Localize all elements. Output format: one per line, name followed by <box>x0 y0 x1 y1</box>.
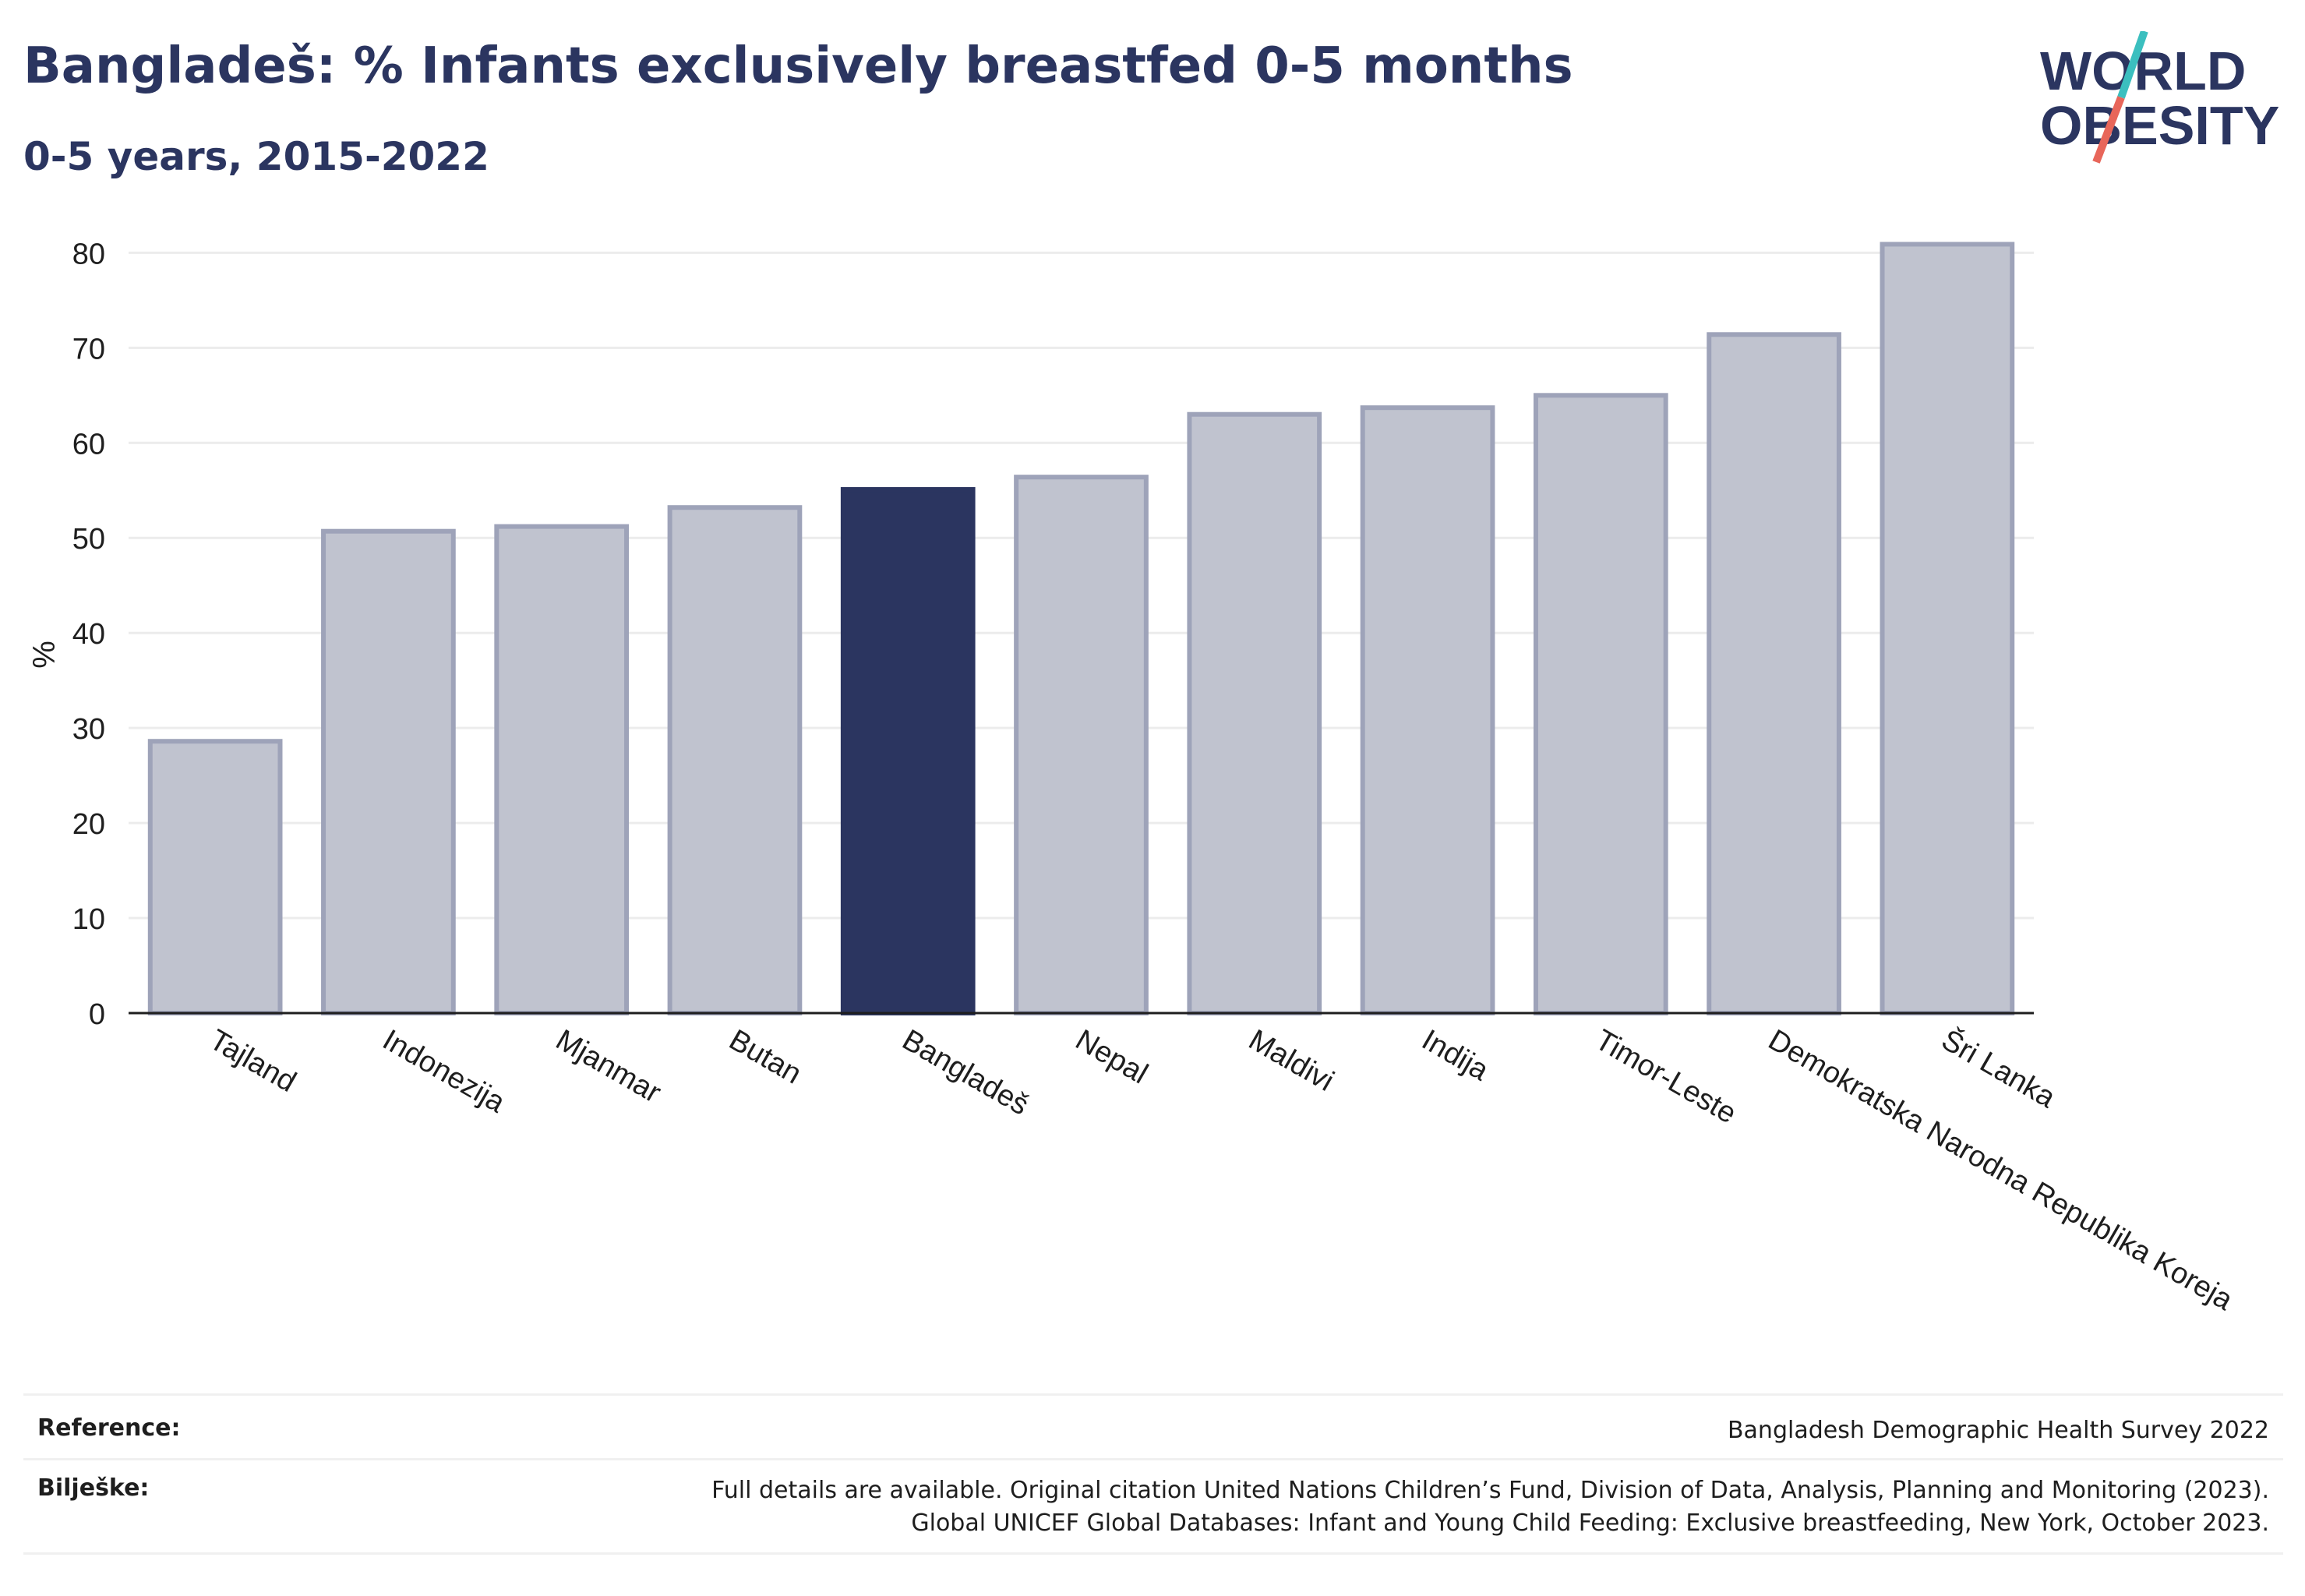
logo-word-world: WORLD <box>2040 41 2246 101</box>
x-tick-label: Mjanmar <box>550 1023 666 1109</box>
x-tick-label: Šri Lanka <box>1936 1022 2062 1115</box>
x-tick-label: Indija <box>1417 1023 1495 1087</box>
x-tick-label: Nepal <box>1070 1023 1153 1090</box>
x-tick-label: Tajland <box>204 1023 302 1099</box>
x-tick-label: Maldivi <box>1243 1023 1339 1097</box>
logo-slash-teal <box>2117 31 2148 99</box>
y-axis-ticks: 0 10 20 30 40 50 60 70 80 <box>72 238 105 1031</box>
chart-subtitle: 0-5 years, 2015-2022 <box>23 134 489 179</box>
reference-value: Bangladesh Demographic Health Survey 202… <box>1727 1417 2269 1444</box>
y-tick-label: 50 <box>72 523 105 556</box>
x-tick-label: Timor-Leste <box>1590 1023 1742 1130</box>
x-tick-label: Butan <box>723 1023 807 1090</box>
notes-row: Bilješke: Full details are available. Or… <box>23 1458 2283 1555</box>
bar <box>494 524 630 1015</box>
bar <box>1707 332 1841 1015</box>
notes-value: Full details are available. Original cit… <box>711 1474 2283 1540</box>
y-axis-label: % <box>27 641 62 669</box>
y-tick-label: 80 <box>72 238 105 270</box>
world-obesity-logo: WORLD OBESITY <box>2040 31 2279 164</box>
x-tick-label: Indonezija <box>377 1023 511 1119</box>
y-tick-label: 40 <box>72 618 105 651</box>
bar <box>321 528 456 1015</box>
y-tick-label: 10 <box>72 903 105 936</box>
notes-label: Bilješke: <box>37 1474 150 1502</box>
bar <box>1360 405 1495 1015</box>
reference-label: Reference: <box>37 1414 181 1442</box>
bar <box>1187 411 1322 1015</box>
notes-line-2: Global UNICEF Global Databases: Infant a… <box>911 1509 2269 1537</box>
y-tick-label: 60 <box>72 428 105 461</box>
y-tick-label: 70 <box>72 333 105 365</box>
bar-chart: 0 10 20 30 40 50 60 70 80 Tajland Indonezija Mjanm… <box>27 238 2239 1318</box>
x-tick-label: Bangladeš <box>897 1023 1035 1121</box>
bar <box>1014 475 1149 1015</box>
notes-line-1: Full details are available. Original cit… <box>711 1477 2269 1504</box>
y-tick-label: 30 <box>72 713 105 746</box>
y-tick-label: 20 <box>72 808 105 841</box>
bars <box>147 242 2015 1016</box>
bar <box>1533 393 1668 1015</box>
footer: Reference: Bangladesh Demographic Health… <box>23 1393 2283 1555</box>
logo-slash-red <box>2092 96 2125 164</box>
bar-highlight <box>840 487 976 1015</box>
bar <box>147 739 283 1015</box>
chart-title: Bangladeš: % Infants exclusively breastf… <box>23 37 1573 95</box>
x-axis-ticks: Tajland Indonezija Mjanmar Butan Bangladeš Ne… <box>204 1022 2239 1318</box>
reference-row: Reference: Bangladesh Demographic Health… <box>23 1393 2283 1458</box>
bar <box>667 505 803 1015</box>
logo-word-obesity: OBESITY <box>2040 95 2279 156</box>
y-tick-label: 0 <box>89 998 105 1031</box>
bar <box>1880 242 2015 1016</box>
